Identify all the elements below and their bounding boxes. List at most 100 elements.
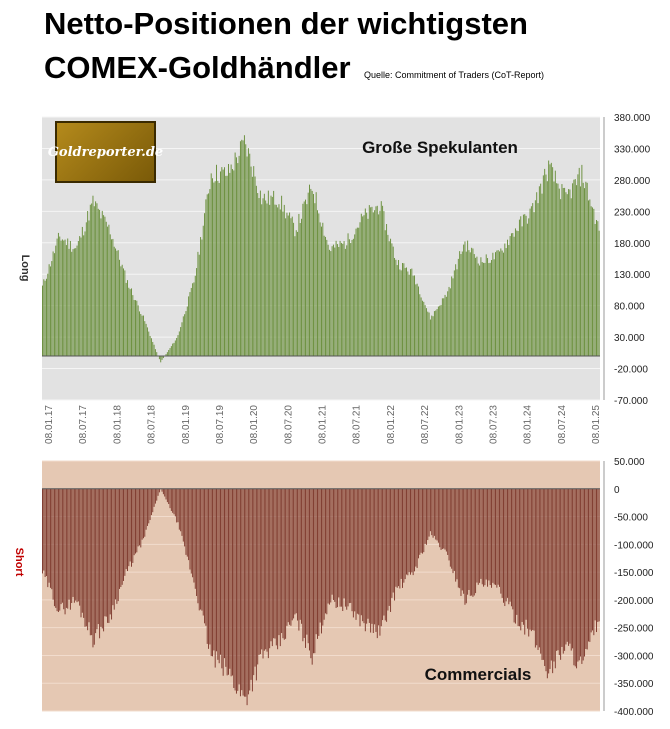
commercials-bar (107, 488, 109, 623)
spekulanten-bar (350, 243, 352, 356)
commercials-bar (307, 488, 309, 644)
spekulanten-bar (445, 296, 447, 356)
spekulanten-bar (552, 167, 554, 356)
x-tick-label: 08.07.24 (557, 405, 568, 444)
x-tick-label: 08.07.23 (488, 405, 499, 444)
commercials-bar (205, 488, 207, 626)
spekulanten-bar (245, 144, 247, 356)
spekulanten-bar (517, 231, 519, 356)
commercials-bar (408, 488, 410, 573)
commercials-bar (73, 488, 75, 603)
spekulanten-bar (534, 200, 536, 356)
spekulanten-ytick-label: 230.000 (614, 207, 651, 218)
x-tick-label: 08.01.25 (591, 405, 602, 444)
spekulanten-bar (590, 206, 592, 356)
commercials-bar (302, 488, 304, 642)
spekulanten-bar (323, 235, 325, 356)
spekulanten-bar (184, 314, 186, 356)
commercials-bar (356, 488, 358, 614)
commercials-bar (332, 488, 334, 601)
spekulanten-bar (427, 311, 429, 356)
commercials-bar (503, 488, 504, 603)
spekulanten-bar (149, 335, 151, 356)
spekulanten-bar (481, 262, 483, 356)
spekulanten-bar (113, 246, 115, 356)
spekulanten-bar (96, 203, 98, 356)
spekulanten-bar (584, 188, 586, 356)
spekulanten-bar (282, 211, 284, 356)
spekulanten-bar (491, 260, 493, 356)
commercials-bar (554, 488, 556, 669)
spekulanten-bar (235, 157, 237, 356)
commercials-bar (513, 488, 515, 623)
spekulanten-bar (269, 204, 271, 356)
commercials-bar (396, 488, 398, 588)
commercials-bar (447, 488, 449, 555)
spekulanten-bar (557, 183, 559, 356)
spekulanten-bar (286, 212, 288, 356)
commercials-bar (115, 488, 117, 600)
spekulanten-bar (76, 245, 78, 356)
commercials-bar (103, 488, 105, 632)
commercials-bar (560, 488, 562, 660)
spekulanten-bar (265, 200, 267, 356)
spekulanten-bar (529, 208, 531, 356)
commercials-bar (72, 488, 74, 597)
spekulanten-bar (237, 163, 239, 356)
commercials-bar (427, 488, 429, 541)
spekulanten-bar (306, 204, 308, 356)
commercials-bar (270, 488, 272, 642)
commercials-bar (382, 488, 384, 621)
commercials-bar (362, 488, 364, 622)
commercials-bar (561, 488, 563, 647)
title-line-1: Netto-Positionen der wichtigsten (44, 6, 528, 41)
spekulanten-bar (249, 153, 251, 356)
spekulanten-bar (258, 198, 260, 356)
commercials-bar (420, 488, 422, 553)
spekulanten-bar (471, 247, 473, 356)
spekulanten-bar (538, 186, 540, 356)
commercials-bar (97, 488, 99, 625)
commercials-bar (558, 488, 560, 656)
spekulanten-bar (197, 251, 199, 356)
commercials-bar (536, 488, 538, 646)
spekulanten-bar (180, 327, 182, 356)
commercials-bar (190, 488, 192, 574)
spekulanten-bar (435, 310, 437, 356)
commercials-bar (570, 488, 572, 651)
spekulanten-bar (390, 238, 392, 356)
spekulanten-bar (233, 170, 235, 356)
spekulanten-bar (112, 238, 114, 356)
commercials-bar (217, 488, 219, 660)
commercials-bar (380, 488, 382, 627)
commercials-bar (294, 488, 296, 615)
spekulanten-bar (493, 259, 495, 356)
spekulanten-bar (131, 288, 132, 356)
commercials-bar (182, 488, 184, 542)
spekulanten-bar (97, 208, 99, 356)
x-tick-label: 08.01.24 (523, 405, 534, 444)
spekulanten-bar (190, 287, 192, 356)
spekulanten-bar (553, 181, 555, 356)
spekulanten-bar (172, 343, 174, 356)
spekulanten-bar (154, 349, 156, 356)
spekulanten-bar (55, 245, 57, 356)
commercials-bar (327, 488, 329, 604)
spekulanten-bar (504, 243, 506, 356)
commercials-bar (128, 488, 130, 567)
commercials-bar (371, 488, 373, 624)
spekulanten-ytick-label: -70.000 (614, 396, 648, 407)
commercials-bar (172, 488, 174, 513)
spekulanten-bar (273, 190, 275, 356)
spekulanten-bar (152, 341, 154, 356)
spekulanten-bar (271, 196, 273, 356)
commercials-bar (57, 488, 59, 613)
spekulanten-bar (363, 215, 365, 356)
commercials-bar (398, 488, 400, 587)
spekulanten-bar (359, 222, 361, 356)
commercials-bar (374, 488, 376, 625)
commercials-bar (588, 488, 589, 642)
spekulanten-bar (451, 276, 453, 356)
spekulanten-bar (465, 251, 467, 356)
commercials-bar (517, 488, 519, 627)
